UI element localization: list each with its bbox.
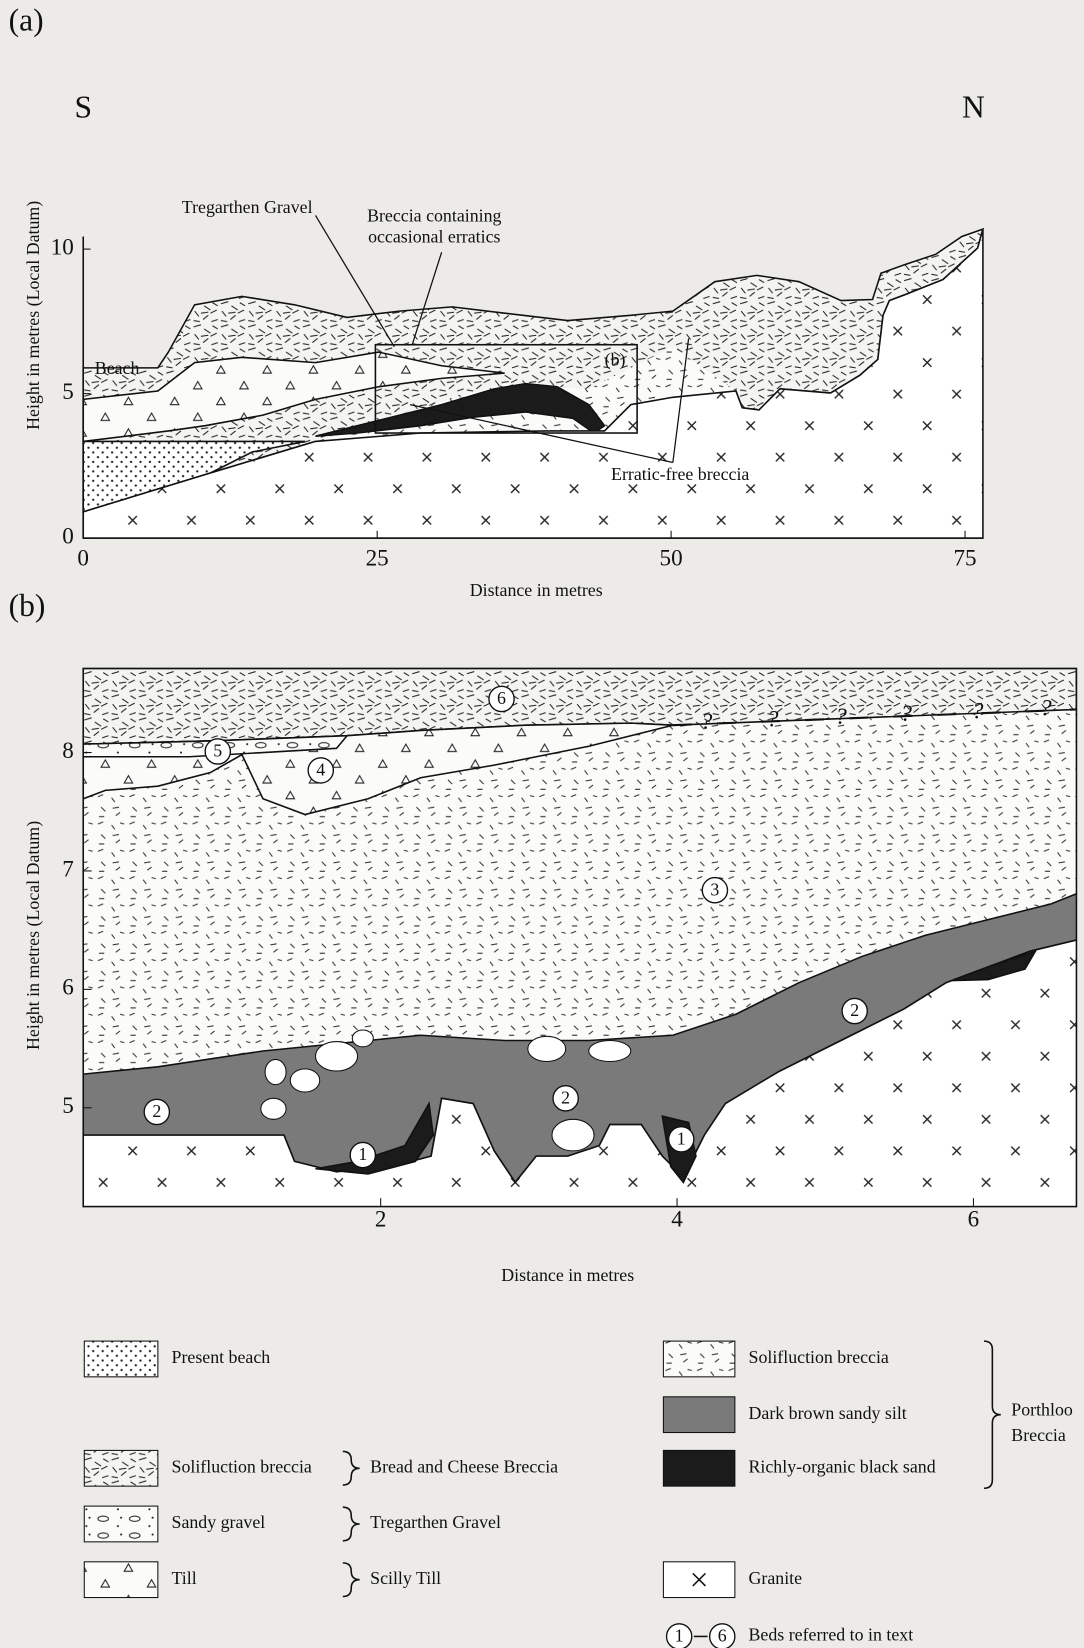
annotation: Beach bbox=[95, 358, 140, 378]
y-tick-label: 7 bbox=[62, 856, 74, 882]
legend-group: Scilly Till bbox=[370, 1568, 441, 1588]
bed-label: 1 bbox=[358, 1144, 367, 1164]
bed-label: 5 bbox=[213, 741, 222, 761]
clast bbox=[528, 1036, 566, 1061]
bed-label: 6 bbox=[718, 1626, 727, 1646]
legend-swatch bbox=[663, 1397, 734, 1433]
y-tick-label: 5 bbox=[62, 379, 74, 405]
bed-label: 3 bbox=[710, 879, 719, 899]
annotation: Erratic-free breccia bbox=[611, 464, 749, 484]
x-axis-label: Distance in metres bbox=[501, 1265, 634, 1285]
legend-swatch bbox=[84, 1450, 158, 1486]
legend-label: Richly-organic black sand bbox=[749, 1456, 936, 1476]
legend-label: Solifluction breccia bbox=[172, 1456, 312, 1476]
uncertain-marker: ? bbox=[835, 704, 847, 730]
panel-a: 0 25 50 75 0 5 10 (a) S N Height in metres (Local … bbox=[9, 2, 985, 599]
y-tick-label: 10 bbox=[51, 234, 74, 260]
panel-label: (a) bbox=[9, 2, 44, 37]
clast bbox=[552, 1119, 594, 1151]
y-tick-label: 5 bbox=[62, 1093, 74, 1119]
x-tick-label: 2 bbox=[375, 1207, 387, 1233]
annotation: occasional erratics bbox=[368, 227, 500, 247]
y-axis-label: Height in metres (Local Datum) bbox=[23, 201, 44, 430]
x-tick-label: 25 bbox=[366, 546, 389, 572]
south-label: S bbox=[74, 90, 92, 125]
figure: 02550750510(a)SNHeight in metres (Local … bbox=[0, 0, 1084, 1648]
y-axis-label: Height in metres (Local Datum) bbox=[23, 821, 44, 1050]
bed-label: 2 bbox=[152, 1101, 161, 1121]
legend-group: Breccia bbox=[1011, 1425, 1066, 1445]
legend-group: Bread and Cheese Breccia bbox=[370, 1456, 558, 1476]
uncertain-marker: ? bbox=[972, 698, 984, 724]
bed-label: 2 bbox=[850, 1000, 859, 1020]
annotation: (b) bbox=[605, 350, 626, 371]
uncertain-marker: ? bbox=[701, 709, 713, 735]
legend-swatch bbox=[84, 1341, 158, 1377]
legend-label: Granite bbox=[749, 1568, 803, 1588]
panel-label: (b) bbox=[9, 588, 46, 623]
legend-swatch bbox=[663, 1450, 734, 1486]
north-label: N bbox=[962, 90, 985, 125]
clast bbox=[265, 1059, 286, 1084]
bed-label: 1 bbox=[677, 1128, 686, 1148]
uncertain-marker: ? bbox=[1040, 696, 1052, 722]
uncertain-marker: ? bbox=[900, 701, 912, 727]
bed-label: 2 bbox=[561, 1087, 570, 1107]
clast bbox=[316, 1042, 358, 1071]
x-tick-label: 75 bbox=[953, 546, 976, 572]
x-tick-label: 4 bbox=[671, 1207, 683, 1233]
annotation: Breccia containing bbox=[367, 206, 501, 226]
x-tick-label: 6 bbox=[968, 1207, 980, 1233]
y-tick-label: 8 bbox=[62, 738, 74, 764]
clast bbox=[261, 1098, 286, 1119]
legend-group: Tregarthen Gravel bbox=[370, 1512, 501, 1532]
bed-label: 6 bbox=[497, 688, 506, 708]
legend-label: Present beach bbox=[172, 1347, 271, 1367]
clast bbox=[589, 1041, 631, 1062]
legend-label: Sandy gravel bbox=[172, 1512, 266, 1532]
uncertain-marker: ? bbox=[767, 707, 779, 733]
y-tick-label: 6 bbox=[62, 975, 74, 1001]
bed-label: 4 bbox=[316, 760, 325, 780]
brace bbox=[343, 1451, 360, 1485]
legend-label: Solifluction breccia bbox=[749, 1347, 889, 1367]
legend-swatch bbox=[84, 1562, 158, 1598]
bed-label: 1 bbox=[675, 1626, 684, 1646]
clast bbox=[290, 1069, 319, 1092]
brace bbox=[343, 1507, 360, 1541]
brace bbox=[343, 1563, 360, 1597]
section: ?????? bbox=[83, 668, 1083, 1208]
y-tick-label: 0 bbox=[62, 523, 74, 549]
legend: Present beach Solifluction breccia Bread a… bbox=[84, 1341, 1073, 1648]
legend-label: Dark brown sandy silt bbox=[749, 1403, 907, 1423]
x-tick-label: 50 bbox=[660, 546, 683, 572]
clast bbox=[352, 1030, 373, 1047]
legend-group: Porthloo bbox=[1011, 1400, 1073, 1420]
brace bbox=[984, 1341, 1001, 1488]
legend-label: Till bbox=[172, 1568, 197, 1588]
x-tick-label: 0 bbox=[77, 546, 89, 572]
legend-swatch bbox=[84, 1506, 158, 1542]
legend-swatch bbox=[663, 1341, 734, 1377]
annotation: Tregarthen Gravel bbox=[182, 197, 313, 217]
legend-label: Beds referred to in text bbox=[749, 1625, 914, 1645]
x-axis-label: Distance in metres bbox=[470, 580, 603, 600]
